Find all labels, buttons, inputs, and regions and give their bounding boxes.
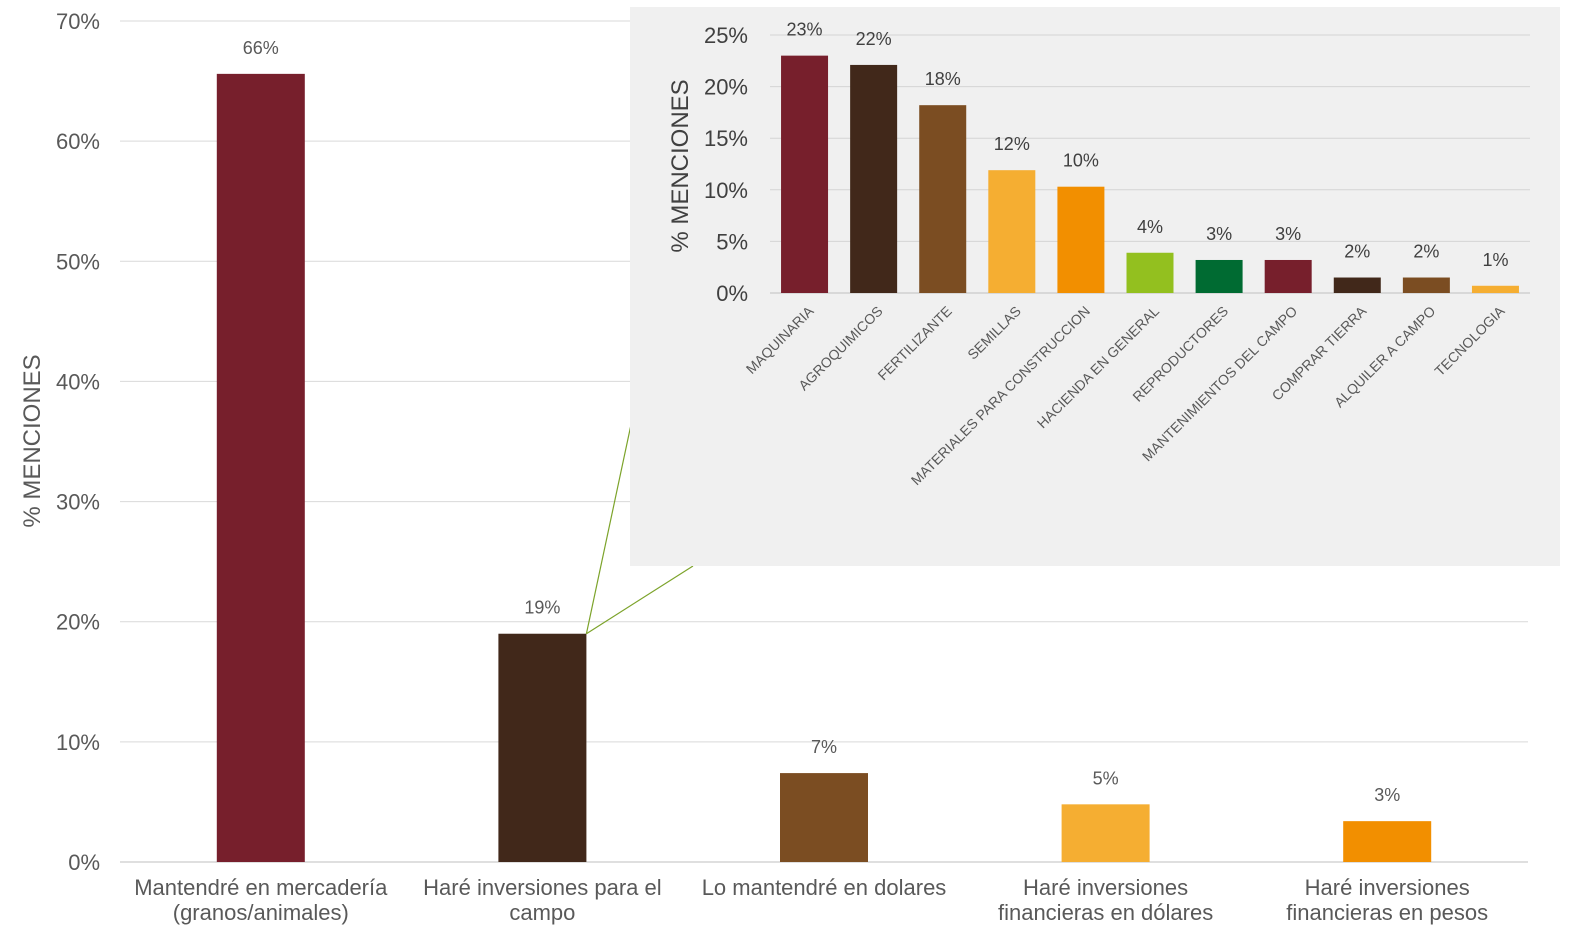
inset-bar [1195,259,1243,293]
y-tick-label: 0% [68,850,100,875]
x-tick-label: Haré inversiones [1305,875,1470,900]
data-label: 3% [1374,785,1400,805]
inset-bar [1333,277,1381,293]
y-tick-label: 50% [56,249,100,274]
inset-bar [1057,186,1105,293]
y-tick-label: 70% [56,9,100,34]
y-axis-label: % MENCIONES [19,354,46,527]
bar [780,773,868,862]
inset-y-tick-label: 0% [716,281,748,306]
y-tick-label: 10% [56,730,100,755]
x-tick-label: Mantendré en mercadería [134,875,388,900]
x-tick-label: Haré inversiones para el [423,875,661,900]
inset-data-label: 18% [925,69,961,89]
y-tick-label: 20% [56,610,100,635]
bar [1343,821,1432,862]
bar [1061,804,1150,862]
inset-bar [1264,259,1312,293]
inset-data-label: 1% [1482,250,1508,270]
y-tick-label: 30% [56,490,100,515]
inset-y-axis-label: % MENCIONES [667,79,694,252]
inset-y-tick-label: 5% [716,229,748,254]
inset-y-tick-label: 10% [704,178,748,203]
inset-data-label: 10% [1063,151,1099,171]
x-tick-label: Lo mantendré en dolares [702,875,947,900]
y-tick-label: 60% [56,129,100,154]
inset-bar [850,64,898,293]
inset-data-label: 22% [856,29,892,49]
inset-y-tick-label: 20% [704,75,748,100]
x-tick-label: (granos/animales) [173,900,349,925]
x-tick-label: campo [509,900,575,925]
inset-data-label: 3% [1206,224,1232,244]
inset-y-tick-label: 15% [704,126,748,151]
inset-data-label: 2% [1413,242,1439,262]
inset-data-label: 12% [994,134,1030,154]
inset-data-label: 4% [1137,217,1163,237]
connector-line [586,565,694,635]
x-tick-label: financieras en pesos [1286,900,1488,925]
inset-data-label: 23% [787,20,823,40]
data-label: 19% [524,598,560,618]
data-label: 7% [811,737,837,757]
x-tick-label: Haré inversiones [1023,875,1188,900]
y-tick-label: 40% [56,369,100,394]
inset-chart: 0%5%10%15%20%25%% MENCIONES23%MAQUINARIA… [630,7,1560,566]
bar [216,73,305,862]
inset-bar [1402,277,1450,293]
inset-data-label: 2% [1344,242,1370,262]
inset-bar [781,55,829,293]
inset-bar [1471,285,1519,293]
data-label: 66% [243,38,279,58]
x-tick-label: financieras en dólares [998,900,1213,925]
inset-bar [1126,252,1174,293]
data-label: 5% [1093,768,1119,788]
bar [498,633,587,862]
connector-line [585,419,633,634]
inset-bar [988,170,1036,293]
inset-data-label: 3% [1275,224,1301,244]
inset-y-tick-label: 25% [704,23,748,48]
inset-bar [919,105,967,294]
